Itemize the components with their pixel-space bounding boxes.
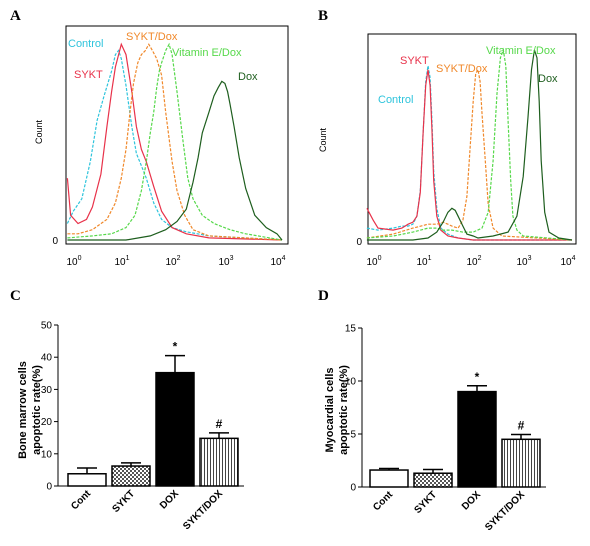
bars-c: 0 10 20 30 40 50 Cont SYKT * DOX # SYKT/DOX <box>41 321 244 532</box>
series-line-dox <box>67 80 283 241</box>
bar-dox <box>155 371 195 487</box>
y-axis-label-d-line1: Myocardial cells <box>324 368 336 453</box>
histogram-panel-b: Count 0 100 101 102 103 104 Control SYKT SYKT/… <box>318 33 577 268</box>
histogram-curves-b <box>366 47 573 241</box>
legend-label-dox: Dox <box>238 71 258 83</box>
y-tick-label: 40 <box>41 353 53 364</box>
bar-sykt-dox <box>501 438 541 488</box>
series-line-sykt-dox <box>366 67 573 241</box>
category-label: SYKT/DOX <box>181 488 225 532</box>
x-tick-label: 104 <box>560 255 575 268</box>
y-axis-label-a: Count <box>34 120 44 145</box>
histogram-curves-a <box>66 42 283 241</box>
legend-label-sykt: SYKT <box>74 69 103 81</box>
plot-frame-b <box>367 33 577 245</box>
series-line-sykt <box>66 42 283 241</box>
legend-label-dox: Dox <box>538 73 558 85</box>
significance-mark: # <box>216 417 223 431</box>
series-line-vitamin-e-dox <box>366 47 573 241</box>
y-zero-label-a: 0 <box>52 236 58 247</box>
x-tick-label: 100 <box>366 255 381 268</box>
x-tick-label: 103 <box>516 255 531 268</box>
panel-letter-a: A <box>10 8 21 24</box>
series-line-sykt-dox <box>67 43 283 241</box>
legend-label-control: Control <box>68 38 103 50</box>
x-tick-label: 101 <box>114 255 129 268</box>
bar-chart-panel-d: Myocardial cells apoptotic rate(%) 0 5 10 1… <box>324 324 546 533</box>
category-label: Cont <box>69 488 93 512</box>
y-axis-label-b: Count <box>318 128 328 153</box>
series-line-vitamin-e-dox <box>67 42 283 241</box>
y-axis-label-d-line2: apoptotic rate(%) <box>338 365 350 455</box>
panel-letter-c: C <box>10 288 21 304</box>
series-line-control <box>66 49 283 241</box>
legend-b: Control SYKT SYKT/Dox Vitamin E/Dox Dox <box>378 45 558 106</box>
x-axis-ticks-b: 100 101 102 103 104 <box>366 255 575 268</box>
x-tick-label: 102 <box>466 255 481 268</box>
x-tick-label: 100 <box>66 255 81 268</box>
bar-chart-panel-c: Bone marrow cells apoptotic rate(%) 0 10 2… <box>17 321 244 532</box>
significance-mark: * <box>173 340 178 354</box>
y-tick-label: 10 <box>345 377 357 388</box>
bar-sykt-dox <box>199 437 239 487</box>
legend-label-vitamin-e-dox: Vitamin E/Dox <box>486 45 556 57</box>
series-line-sykt <box>366 69 572 241</box>
category-label: SYKT/DOX <box>483 489 527 533</box>
bar-cont <box>369 469 409 488</box>
significance-mark: * <box>475 370 480 384</box>
category-label: SYKT <box>412 489 439 516</box>
y-tick-label: 0 <box>46 482 52 493</box>
y-tick-label: 0 <box>350 483 356 494</box>
legend-label-sykt-dox: SYKT/Dox <box>436 63 488 75</box>
y-axis-label-c-line2: apoptotic rate(%) <box>31 365 43 455</box>
y-tick-label: 15 <box>345 324 357 335</box>
legend-label-vitamin-e-dox: Vitamin E/Dox <box>172 47 242 59</box>
y-tick-label: 50 <box>41 321 53 332</box>
plot-frame-a <box>65 25 289 245</box>
x-tick-label: 101 <box>416 255 431 268</box>
category-label: SYKT <box>110 488 137 515</box>
y-tick-label: 30 <box>41 385 53 396</box>
legend-label-sykt-dox: SYKT/Dox <box>126 31 178 43</box>
panel-letter-d: D <box>318 288 329 304</box>
bar-cont <box>67 473 107 487</box>
bars-d: 0 5 10 15 Cont SYKT * DOX # SYKT/DOX <box>345 324 546 533</box>
x-tick-label: 102 <box>165 255 180 268</box>
category-label: DOX <box>158 488 181 511</box>
histogram-panel-a: Count 0 100 101 102 103 104 Control SYKT SYKT/… <box>34 25 289 268</box>
legend-a: Control SYKT SYKT/Dox Vitamin E/Dox Dox <box>68 31 258 83</box>
category-label: Cont <box>371 489 395 513</box>
bar-dox <box>457 390 497 488</box>
x-tick-label: 104 <box>270 255 285 268</box>
legend-label-sykt: SYKT <box>400 55 429 67</box>
legend-label-control: Control <box>378 94 413 106</box>
bar-sykt <box>413 472 453 488</box>
bar-sykt <box>111 465 151 487</box>
y-tick-label: 5 <box>350 430 356 441</box>
significance-mark: # <box>518 419 525 433</box>
series-line-dox <box>366 49 573 241</box>
y-tick-label: 20 <box>41 417 53 428</box>
category-label: DOX <box>460 489 483 512</box>
x-axis-ticks-a: 100 101 102 103 104 <box>66 255 285 268</box>
y-tick-label: 10 <box>41 449 53 460</box>
y-zero-label-b: 0 <box>356 237 362 248</box>
x-tick-label: 103 <box>218 255 233 268</box>
panel-letter-b: B <box>318 8 328 24</box>
y-axis-label-c-line1: Bone marrow cells <box>17 361 29 459</box>
